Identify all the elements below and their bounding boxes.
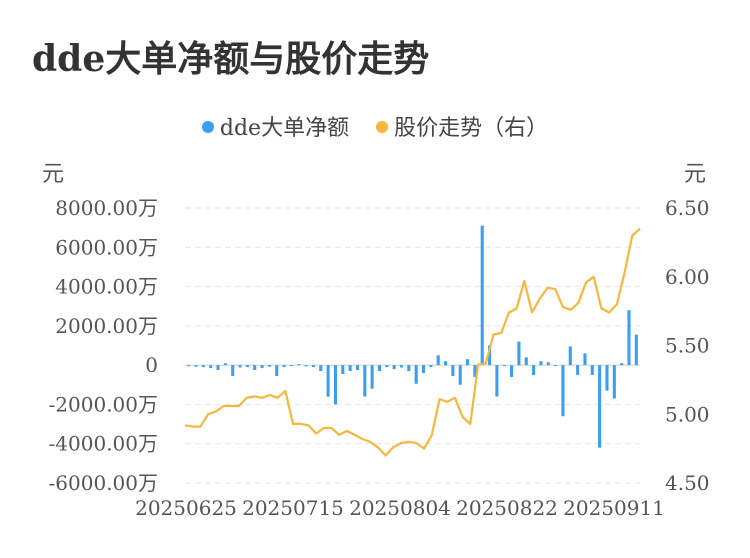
dde-bar bbox=[590, 365, 594, 375]
dde-bar bbox=[488, 345, 492, 366]
y-left-tick-label: 8000.00万 bbox=[55, 196, 158, 220]
dde-bar bbox=[245, 365, 249, 368]
dde-bar bbox=[510, 365, 514, 377]
left-axis-unit: 元 bbox=[42, 162, 65, 187]
dde-bar bbox=[465, 359, 470, 366]
dde-bar bbox=[231, 365, 235, 376]
dde-bar bbox=[605, 365, 609, 391]
dde-bar bbox=[333, 365, 337, 405]
dde-bar bbox=[620, 363, 624, 366]
dde-bar bbox=[201, 365, 205, 368]
y-left-tick-label: -4000.00万 bbox=[49, 432, 158, 456]
y-right-tick-label: 5.50 bbox=[665, 334, 710, 358]
x-tick-label: 20250715 bbox=[242, 496, 344, 520]
dde-bar bbox=[532, 365, 536, 375]
dde-bar bbox=[473, 365, 477, 377]
legend-item-dde[interactable]: dde大单净额 bbox=[201, 110, 350, 142]
dde-bar bbox=[414, 365, 418, 384]
dde-bar bbox=[260, 365, 264, 369]
y-left-tick-label: -6000.00万 bbox=[49, 471, 158, 495]
y-right-tick-label: 6.00 bbox=[665, 265, 710, 289]
dde-bar bbox=[561, 365, 565, 417]
dde-bar bbox=[253, 365, 257, 371]
x-tick-label: 20250804 bbox=[349, 496, 451, 520]
legend-label-price: 股价走势（右） bbox=[394, 116, 549, 141]
dde-bar bbox=[194, 365, 198, 367]
dde-bar bbox=[377, 365, 382, 372]
dde-bar bbox=[348, 365, 352, 372]
chart-title: dde大单净额与股价走势 bbox=[32, 38, 430, 80]
price-line bbox=[184, 227, 641, 457]
x-tick-label: 20250911 bbox=[563, 496, 665, 520]
dde-bar bbox=[480, 225, 484, 366]
dde-bar bbox=[524, 357, 528, 366]
dde-bar bbox=[539, 361, 543, 366]
dde-bar bbox=[576, 365, 580, 375]
dde-bar bbox=[311, 365, 315, 368]
dde-bar bbox=[627, 310, 631, 366]
dde-bar bbox=[612, 365, 616, 399]
dde-bar bbox=[223, 363, 227, 366]
dde-bar bbox=[443, 361, 448, 366]
dde-bar bbox=[363, 365, 367, 397]
dde-bar bbox=[187, 365, 191, 367]
dde-bar bbox=[568, 346, 572, 366]
dde-bar bbox=[275, 365, 279, 376]
dde-bar bbox=[598, 365, 602, 448]
dde-bar bbox=[583, 353, 587, 366]
legend-label-dde: dde大单净额 bbox=[219, 116, 350, 141]
dde-bar bbox=[282, 365, 286, 368]
dde-bar bbox=[326, 365, 330, 397]
y-right-tick-label: 6.50 bbox=[665, 196, 710, 220]
dde-bar bbox=[289, 365, 293, 367]
dde-bar bbox=[546, 362, 550, 366]
y-left-tick-label: 0 bbox=[145, 353, 158, 377]
legend-dot-price bbox=[376, 121, 389, 133]
y-left-tick-label: 2000.00万 bbox=[55, 314, 158, 338]
dde-bar bbox=[355, 365, 360, 371]
dde-bar bbox=[209, 365, 213, 369]
dde-bar bbox=[238, 365, 242, 368]
dde-bar bbox=[385, 365, 389, 368]
y-left-tick-label: 4000.00万 bbox=[55, 275, 158, 299]
y-right-tick-label: 4.50 bbox=[665, 471, 710, 495]
dde-bar bbox=[304, 365, 308, 367]
right-axis-unit: 元 bbox=[684, 162, 707, 187]
dde-bar bbox=[634, 334, 638, 366]
dde-bar bbox=[407, 365, 411, 372]
legend: dde大单净额 股价走势（右） bbox=[0, 110, 750, 142]
dde-bar bbox=[517, 341, 521, 366]
dde-bar bbox=[341, 365, 345, 374]
dde-bar bbox=[458, 365, 462, 385]
dde-bar bbox=[370, 365, 374, 389]
dde-bar bbox=[429, 365, 433, 368]
legend-item-price[interactable]: 股价走势（右） bbox=[376, 110, 548, 142]
y-left-tick-label: -2000.00万 bbox=[49, 392, 158, 416]
dde-bar bbox=[297, 364, 301, 366]
dde-bar bbox=[421, 365, 426, 373]
dde-bar bbox=[451, 365, 455, 376]
dde-bar bbox=[392, 365, 396, 370]
dde-bar bbox=[436, 355, 440, 366]
x-tick-label: 20250625 bbox=[135, 496, 237, 520]
dde-bar bbox=[502, 365, 506, 367]
dde-bar bbox=[495, 365, 499, 397]
dde-bar bbox=[267, 365, 271, 367]
legend-dot-dde bbox=[201, 121, 214, 133]
x-tick-label: 20250822 bbox=[456, 496, 558, 520]
dde-bar bbox=[399, 365, 404, 368]
dde-bar bbox=[554, 365, 558, 367]
dde-bar bbox=[319, 365, 323, 372]
y-right-tick-label: 5.00 bbox=[665, 402, 710, 426]
dde-bar bbox=[216, 365, 220, 371]
y-left-tick-label: 6000.00万 bbox=[55, 235, 158, 259]
